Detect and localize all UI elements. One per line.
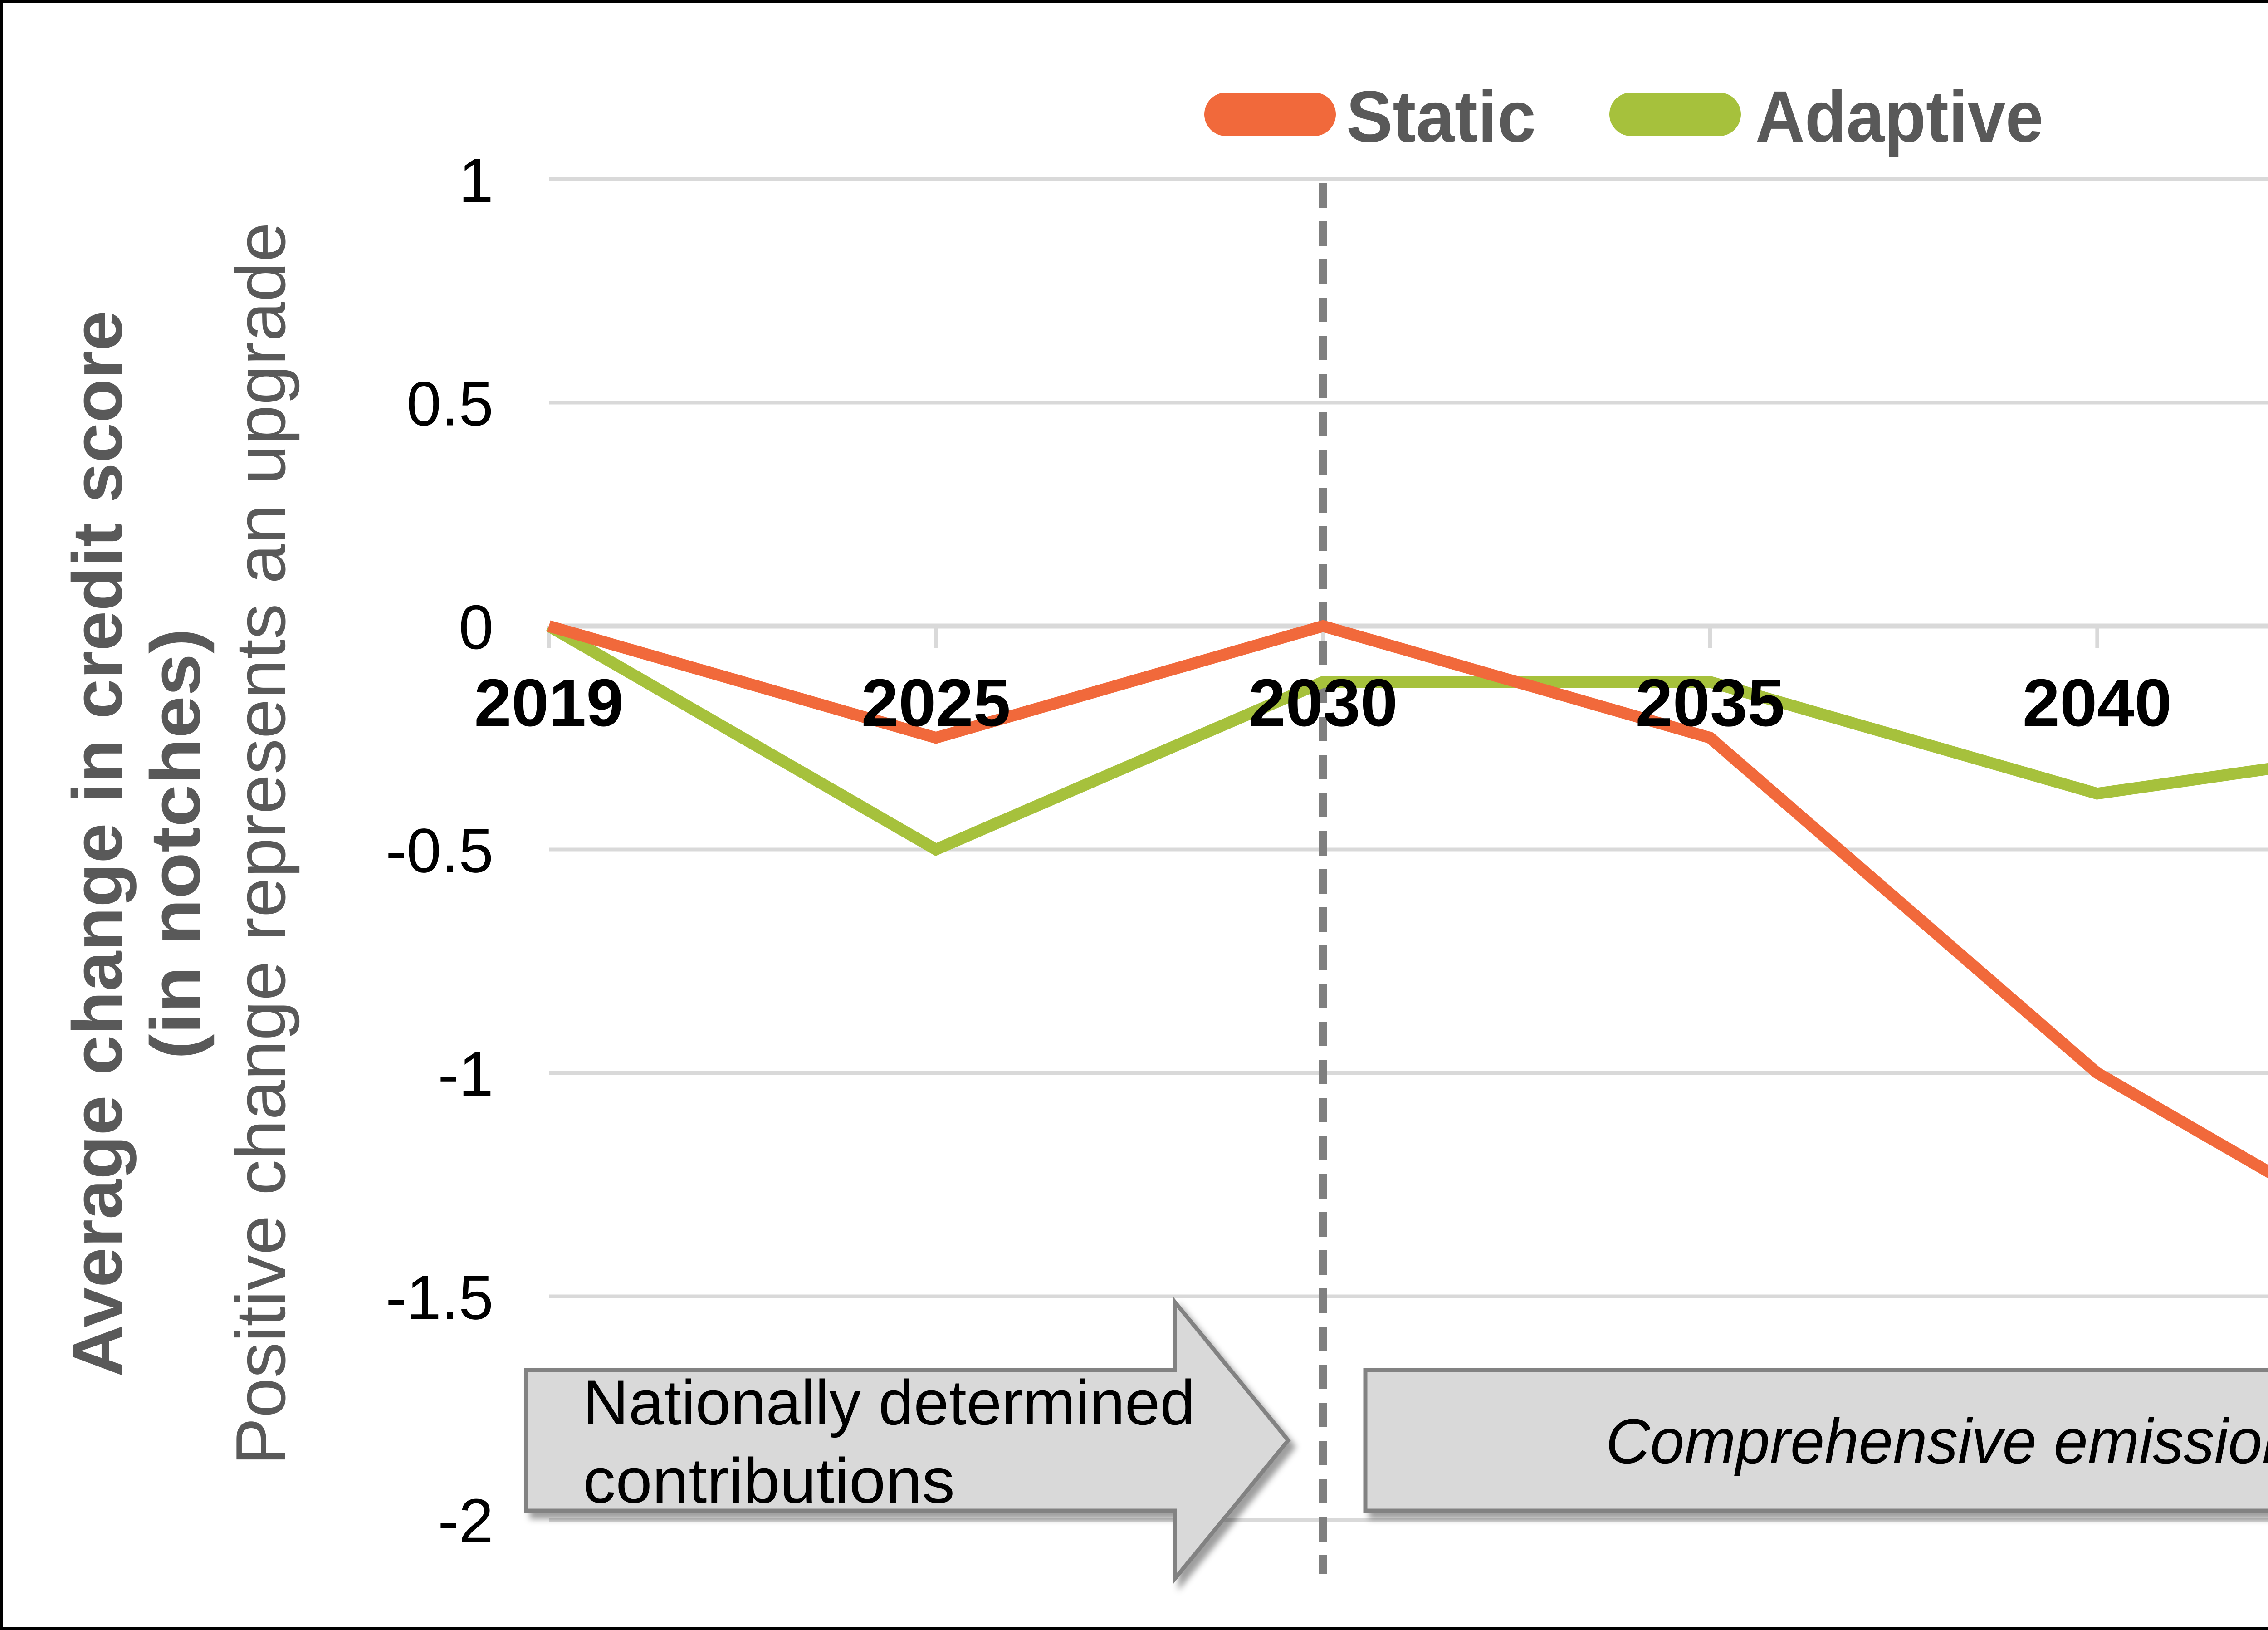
left-arrow-label-line1: Nationally determined [583, 1367, 1195, 1438]
y-tick-label--1: -1 [438, 1039, 494, 1109]
legend: Static Adaptive [1204, 76, 2043, 157]
y-axis-title-line2: (in notches) [136, 628, 215, 1059]
y-tick-label--1.5: -1.5 [386, 1263, 494, 1333]
y-axis-title-line1: Average change in credit score [58, 311, 137, 1377]
x-category-label-2030: 2030 [1248, 666, 1398, 740]
y-tick-label-0.5: 0.5 [406, 369, 494, 439]
x-category-label-2025: 2025 [861, 666, 1011, 740]
y-tick-label-1: 1 [459, 146, 494, 215]
x-category-label-2035: 2035 [1635, 666, 1784, 740]
x-axis-tick-marks [547, 626, 2099, 648]
x-category-label-2019: 2019 [474, 666, 623, 740]
series-lines [546, 620, 2268, 1179]
y-axis-subtitle: Positive change represents an upgrade [221, 222, 300, 1465]
x-axis-category-labels: 2019202520302035204020452050 [474, 666, 2172, 740]
y-axis-titles: Average change in credit score (in notch… [58, 222, 300, 1465]
annotation-arrows: Nationally determined contributions Comp… [524, 1296, 2268, 1585]
legend-swatch-adaptive [1609, 93, 1741, 136]
legend-label-adaptive: Adaptive [1755, 76, 2043, 157]
legend-label-static: Static [1346, 76, 1536, 157]
y-axis-tick-labels: 1 0.5 0 -0.5 -1 -1.5 -2 [386, 146, 494, 1556]
right-arrow-label: Comprehensive emission pricing [1606, 1405, 2268, 1477]
x-category-label-2040: 2040 [2023, 666, 2172, 740]
series-line-adaptive [546, 621, 2268, 857]
y-tick-label--0.5: -0.5 [386, 816, 494, 886]
left-arrow-shape [524, 1296, 1291, 1585]
gridlines [549, 177, 2268, 1522]
right-arrow-shape [1363, 1368, 2268, 1513]
legend-item-static: Static [1204, 76, 1536, 157]
series-line-static [547, 620, 2268, 1179]
y-tick-label-0: 0 [459, 592, 494, 662]
y-tick-label--2: -2 [438, 1486, 494, 1556]
legend-item-adaptive: Adaptive [1609, 76, 2043, 157]
legend-swatch-static [1204, 93, 1336, 136]
left-arrow-label-line2: contributions [583, 1445, 955, 1516]
